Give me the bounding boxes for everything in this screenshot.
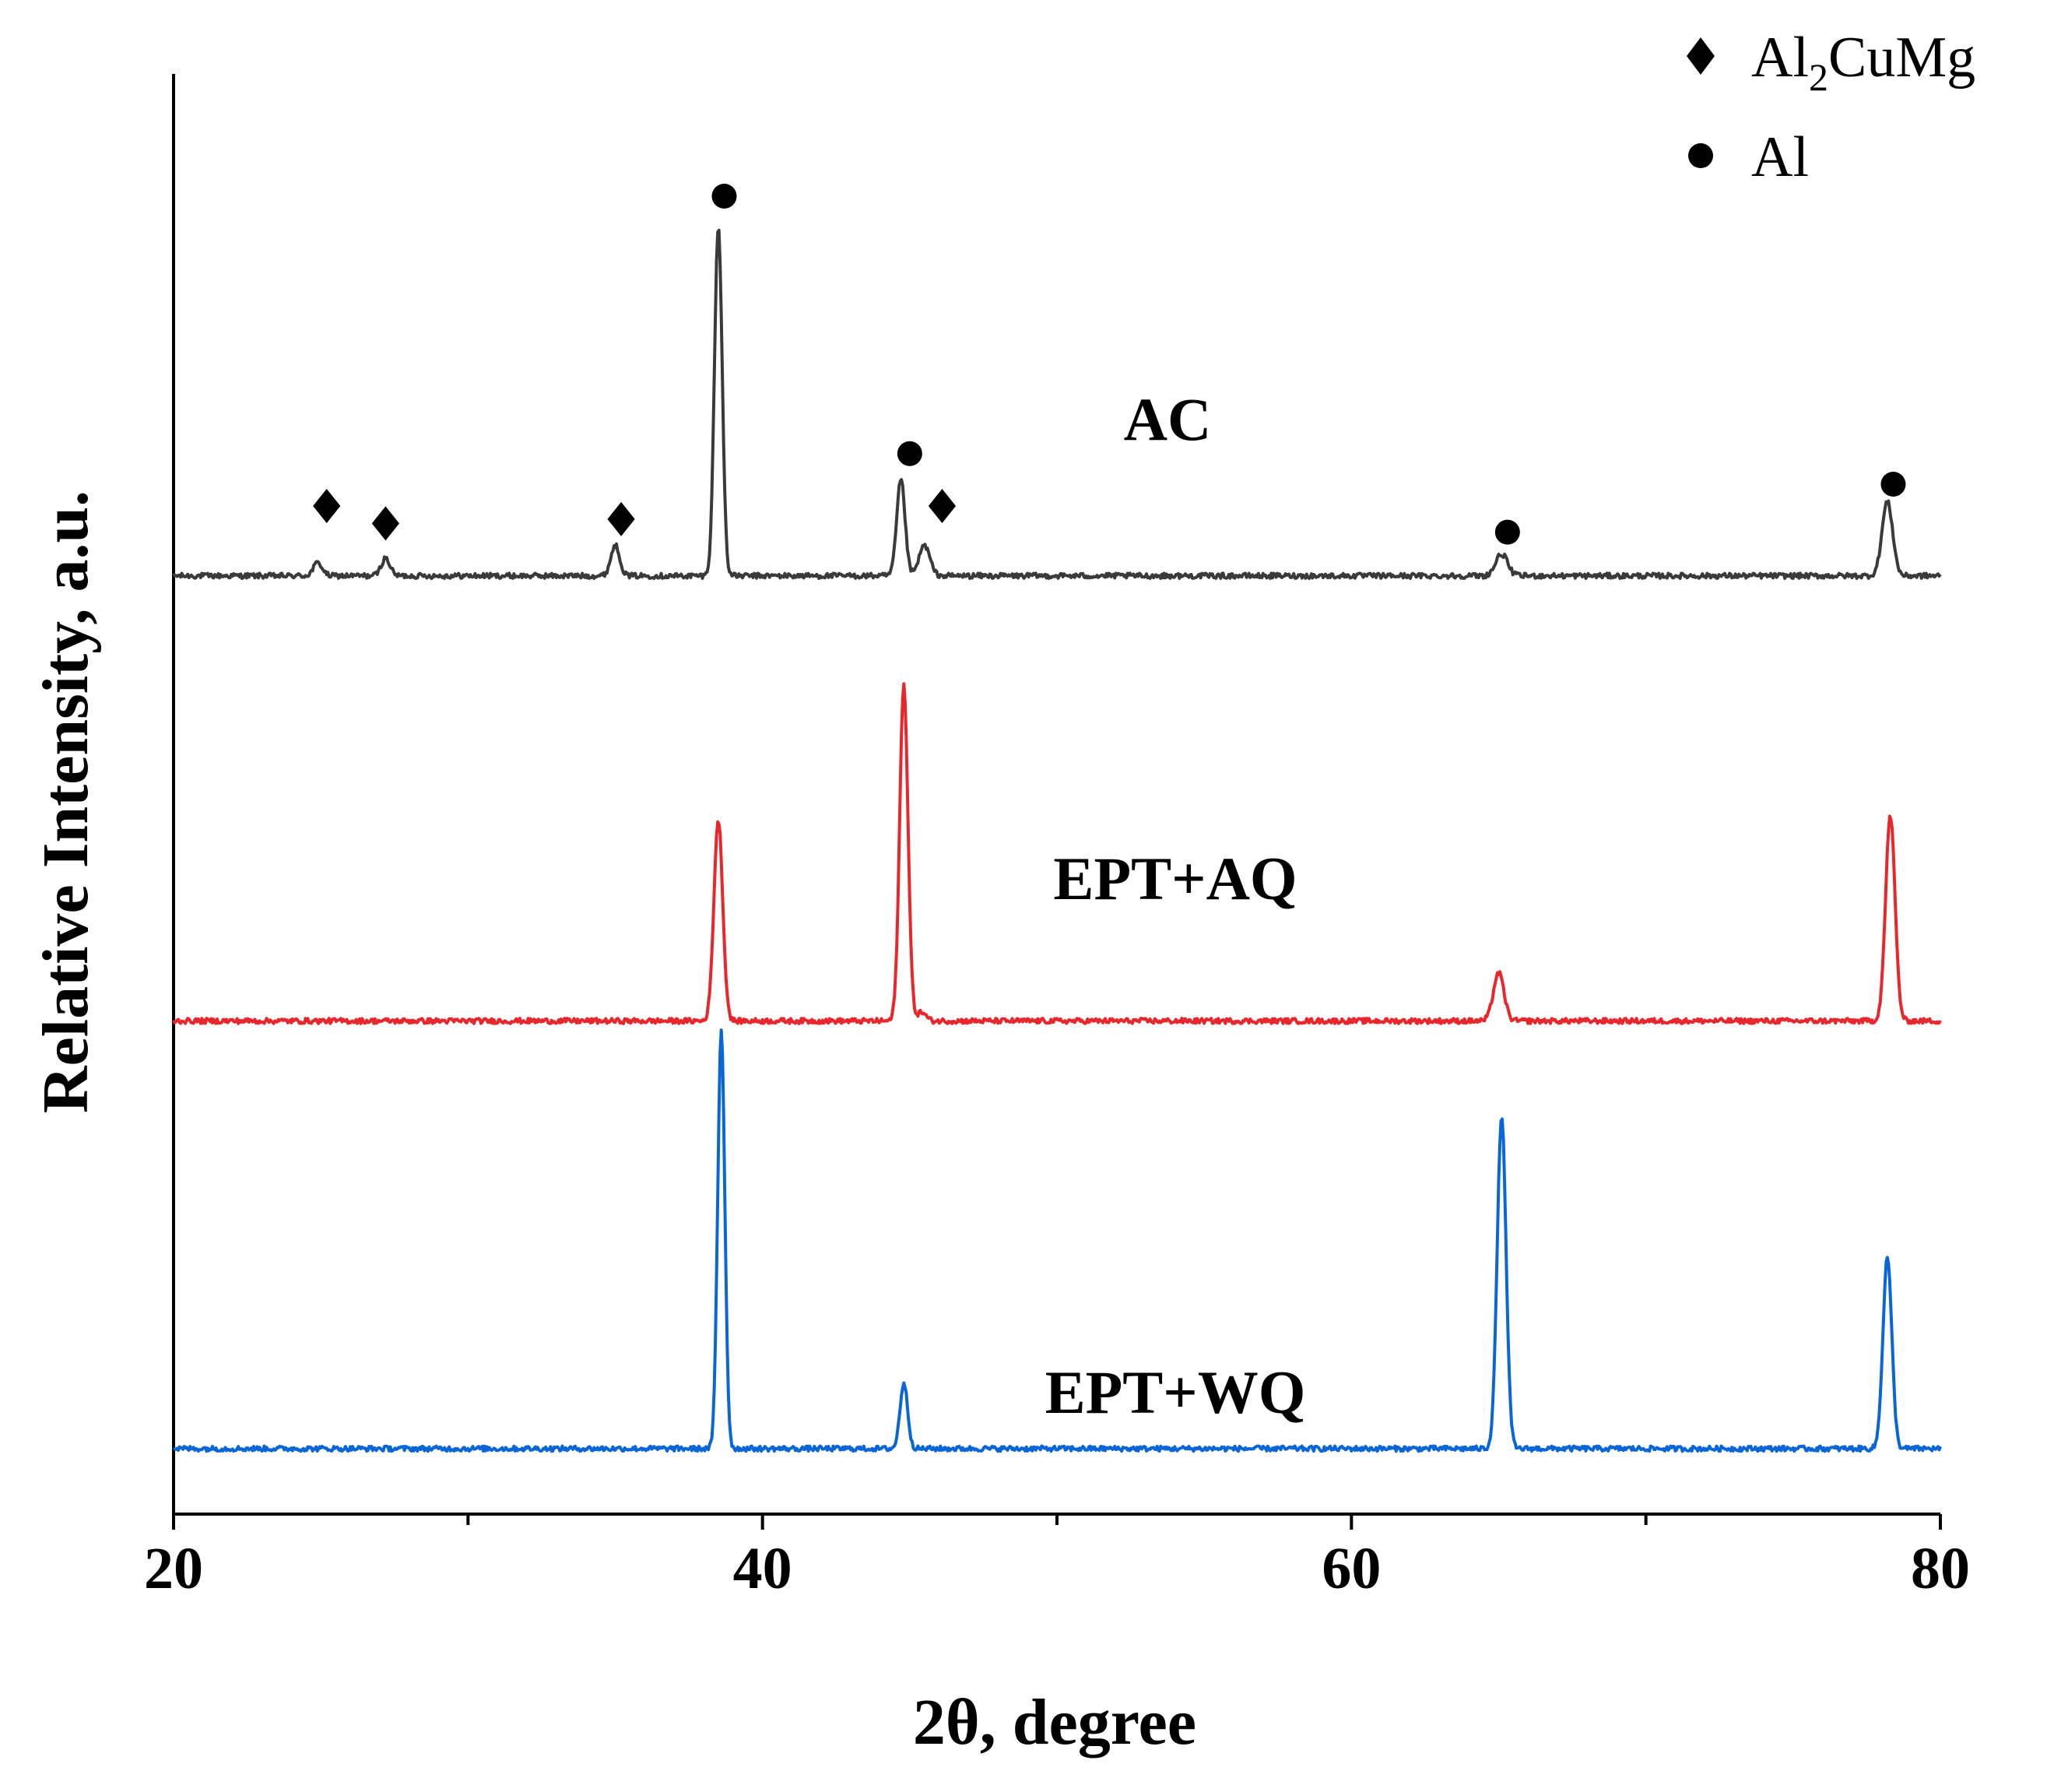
x-tick-label: 20 bbox=[144, 1536, 203, 1601]
series-label: EPT+AQ bbox=[1053, 845, 1297, 912]
x-tick-label: 40 bbox=[733, 1536, 792, 1601]
al2cumg-phase-marker bbox=[928, 489, 957, 523]
series-trace-ept-wq bbox=[173, 1028, 1942, 1453]
phase-markers bbox=[313, 183, 1906, 545]
series-label: AC bbox=[1124, 385, 1212, 453]
series-group bbox=[172, 228, 1942, 1453]
legend-label: Al bbox=[1751, 125, 1809, 189]
x-tick-label: 80 bbox=[1911, 1536, 1970, 1601]
series-label: EPT+WQ bbox=[1045, 1358, 1306, 1426]
legend-label: Al2CuMg bbox=[1751, 26, 1975, 99]
legend-label-rest: CuMg bbox=[1828, 26, 1975, 90]
x-tick-label: 60 bbox=[1322, 1536, 1381, 1601]
axes: 20 40 60 80 bbox=[144, 74, 1970, 1601]
series-trace-ept-aq bbox=[172, 682, 1942, 1025]
legend-label-main: Al bbox=[1751, 125, 1809, 189]
series-trace-ac bbox=[172, 228, 1942, 580]
al2cumg-phase-marker bbox=[371, 506, 399, 541]
al2cumg-phase-marker bbox=[607, 501, 635, 536]
al-phase-marker bbox=[897, 441, 922, 466]
al2cumg-phase-marker bbox=[313, 489, 341, 523]
al-phase-marker bbox=[1494, 519, 1520, 545]
al-phase-marker bbox=[1880, 471, 1906, 497]
series-labels: AC EPT+AQ EPT+WQ bbox=[1045, 385, 1306, 1426]
y-axis-title: Relative Intensity, a.u. bbox=[30, 490, 102, 1113]
legend-diamond-icon bbox=[1687, 37, 1715, 75]
al-phase-marker bbox=[711, 183, 737, 209]
legend-label-subscript: 2 bbox=[1809, 55, 1828, 99]
legend-label-main: Al bbox=[1751, 26, 1809, 90]
legend-circle-icon bbox=[1688, 143, 1713, 168]
x-axis-title: 2θ, degree bbox=[913, 1686, 1196, 1759]
